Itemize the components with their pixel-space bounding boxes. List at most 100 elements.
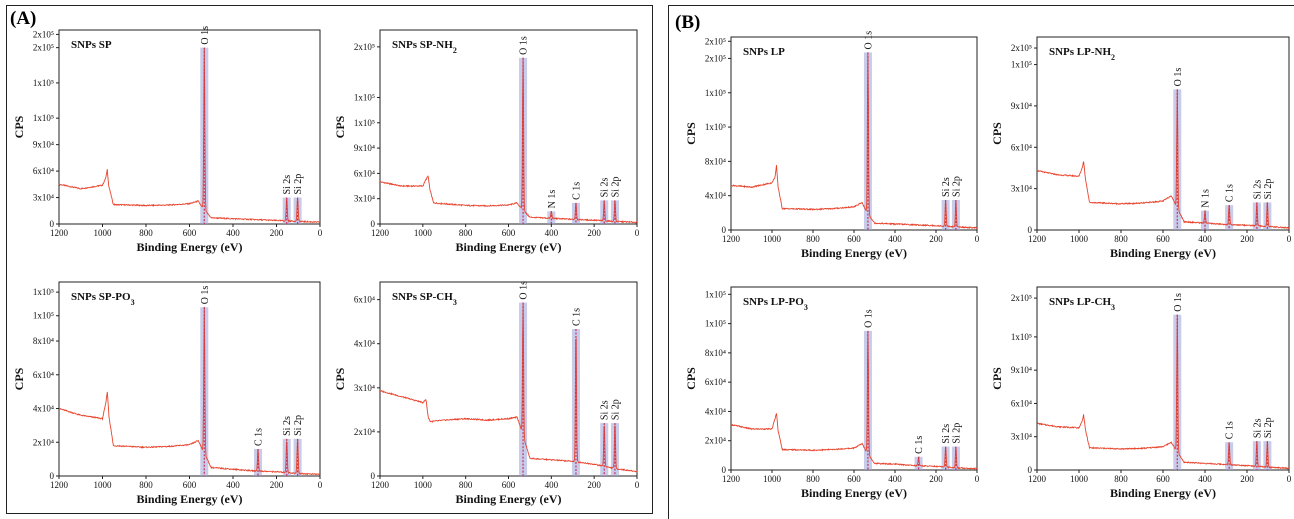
spectrum-line xyxy=(58,47,321,224)
y-tick-label: 9x10⁴ xyxy=(33,140,54,150)
y-axis-title: CPS xyxy=(12,367,26,390)
chart-1: O 1s Si 2s Si 2p 1200 1000 800 600 400 200 0 0 3x10… xyxy=(12,26,323,254)
spectrum-line xyxy=(730,52,978,230)
y-tick-label: 1x10⁵ xyxy=(705,289,726,299)
y-tick-label: 4x10⁴ xyxy=(705,191,726,201)
x-axis-title: Binding Energy (eV) xyxy=(455,240,561,254)
peak-label: C 1s xyxy=(914,436,925,454)
peak-highlight xyxy=(1201,210,1209,230)
x-tick-label: 800 xyxy=(1114,234,1128,244)
peak-highlight xyxy=(254,449,263,476)
peak-label: Si 2s xyxy=(282,175,293,195)
panel-b-frame xyxy=(668,5,1294,519)
x-tick-label: 400 xyxy=(888,234,902,244)
chart-title-part: SNPs LP-PO xyxy=(743,296,804,308)
panel-a-letter: (A) xyxy=(10,8,37,29)
x-tick-label: 200 xyxy=(1240,234,1254,244)
y-tick-label: 2x10⁵ xyxy=(705,36,726,46)
chart-8: O 1s C 1s Si 2s Si 2p 1200 1000 800 600 400 200 0 0… xyxy=(990,286,1292,500)
x-axis-title: Binding Energy (eV) xyxy=(455,492,561,506)
spectrum-line xyxy=(730,331,978,470)
x-tick-label: 200 xyxy=(1240,474,1254,484)
chart-5: O 1s Si 2s Si 2p 1200 1000 800 600 400 200 0 0 4x10… xyxy=(684,31,980,260)
x-tick-label: 1000 xyxy=(1070,234,1089,244)
peak-highlight xyxy=(293,197,302,224)
chart-title: SNPs LP-CH3 xyxy=(1049,296,1115,312)
x-tick-label: 1200 xyxy=(1028,474,1047,484)
peak-label: Si 2p xyxy=(1263,417,1274,438)
x-tick-label: 1200 xyxy=(371,480,390,490)
plot-area xyxy=(379,29,638,225)
chart-title: SNPs LP xyxy=(743,46,785,58)
y-tick-label: 3x10⁴ xyxy=(1011,184,1032,194)
plot-area xyxy=(730,286,978,471)
x-tick-label: 1200 xyxy=(50,480,69,490)
y-tick-label: 6x10⁴ xyxy=(33,166,54,176)
x-tick-label: 0 xyxy=(635,228,640,238)
peak-label: C 1s xyxy=(1225,184,1236,202)
x-tick-label: 600 xyxy=(1156,474,1170,484)
chart-title: SNPs SP-PO3 xyxy=(71,291,135,307)
peak-label: Si 2s xyxy=(1252,418,1263,438)
peak-label: Si 2p xyxy=(951,176,962,197)
peak-highlight xyxy=(863,330,872,470)
chart-title: SNPs LP-NH2 xyxy=(1049,46,1115,62)
chart-title: SNPs LP-PO3 xyxy=(743,296,808,312)
y-tick-label: 0 xyxy=(1028,465,1033,475)
y-tick-label: 6x10⁴ xyxy=(33,370,54,380)
x-tick-label: 600 xyxy=(183,228,197,238)
chart-title-part: 2 xyxy=(453,46,457,55)
peak-highlight xyxy=(1252,202,1261,230)
x-tick-label: 400 xyxy=(226,228,240,238)
peak-highlight xyxy=(1263,202,1272,230)
x-tick-label: 800 xyxy=(459,228,473,238)
x-tick-label: 800 xyxy=(1114,474,1128,484)
spectrum-line xyxy=(1037,89,1290,230)
y-axis-title: CPS xyxy=(990,367,1004,390)
y-tick-label: 9x10⁴ xyxy=(1011,101,1032,111)
y-tick-label: 4x10⁴ xyxy=(33,404,54,414)
y-tick-label: 1x10⁵ xyxy=(33,287,54,297)
y-tick-label: 0 xyxy=(722,225,727,235)
x-axis-title: Binding Energy (eV) xyxy=(1110,486,1216,500)
y-tick-label: 2x10⁵ xyxy=(33,29,54,39)
y-tick-label: 0 xyxy=(50,471,55,481)
y-tick-label: 6x10⁴ xyxy=(705,377,726,387)
x-axis-title: Binding Energy (eV) xyxy=(801,246,907,260)
x-axis-title: Binding Energy (eV) xyxy=(136,492,242,506)
y-tick-label: 0 xyxy=(722,465,727,475)
y-tick-label: 3x10⁴ xyxy=(354,383,375,393)
peak-label: Si 2s xyxy=(1252,180,1263,200)
x-tick-label: 1000 xyxy=(94,480,113,490)
peak-label: C 1s xyxy=(254,428,265,446)
x-tick-label: 600 xyxy=(1156,234,1170,244)
chart-title-part: SNPs SP xyxy=(71,39,112,51)
peak-highlight xyxy=(519,302,528,476)
y-tick-label: 2x10⁵ xyxy=(354,42,375,52)
chart-title: SNPs SP-CH3 xyxy=(392,291,457,307)
peak-highlight xyxy=(571,329,580,476)
peak-label: N 1s xyxy=(547,190,558,209)
y-tick-label: 8x10⁴ xyxy=(705,348,726,358)
chart-4: O 1s C 1s Si 2s Si 2p 1200 1000 800 600 400 200 0 0… xyxy=(333,281,640,506)
chart-title-part: 3 xyxy=(453,298,457,307)
x-tick-label: 600 xyxy=(183,480,197,490)
y-tick-label: 0 xyxy=(371,219,376,229)
x-tick-label: 600 xyxy=(847,234,861,244)
y-tick-label: 0 xyxy=(371,471,376,481)
peak-label: Si 2p xyxy=(293,174,304,195)
peak-label: O 1s xyxy=(200,26,211,45)
panel-b-letter: (B) xyxy=(675,12,701,33)
x-tick-label: 600 xyxy=(502,228,516,238)
peak-label: O 1s xyxy=(1173,68,1184,87)
y-axis-title: CPS xyxy=(684,122,698,145)
y-tick-label: 2x10⁴ xyxy=(354,427,375,437)
y-axis-title: CPS xyxy=(990,122,1004,145)
peak-label: Si 2p xyxy=(951,423,962,444)
x-tick-label: 1000 xyxy=(763,234,782,244)
chart-title-part: SNPs LP-NH xyxy=(1049,46,1111,58)
x-tick-label: 1200 xyxy=(1028,234,1047,244)
x-tick-label: 200 xyxy=(270,480,284,490)
x-tick-label: 1200 xyxy=(50,228,69,238)
